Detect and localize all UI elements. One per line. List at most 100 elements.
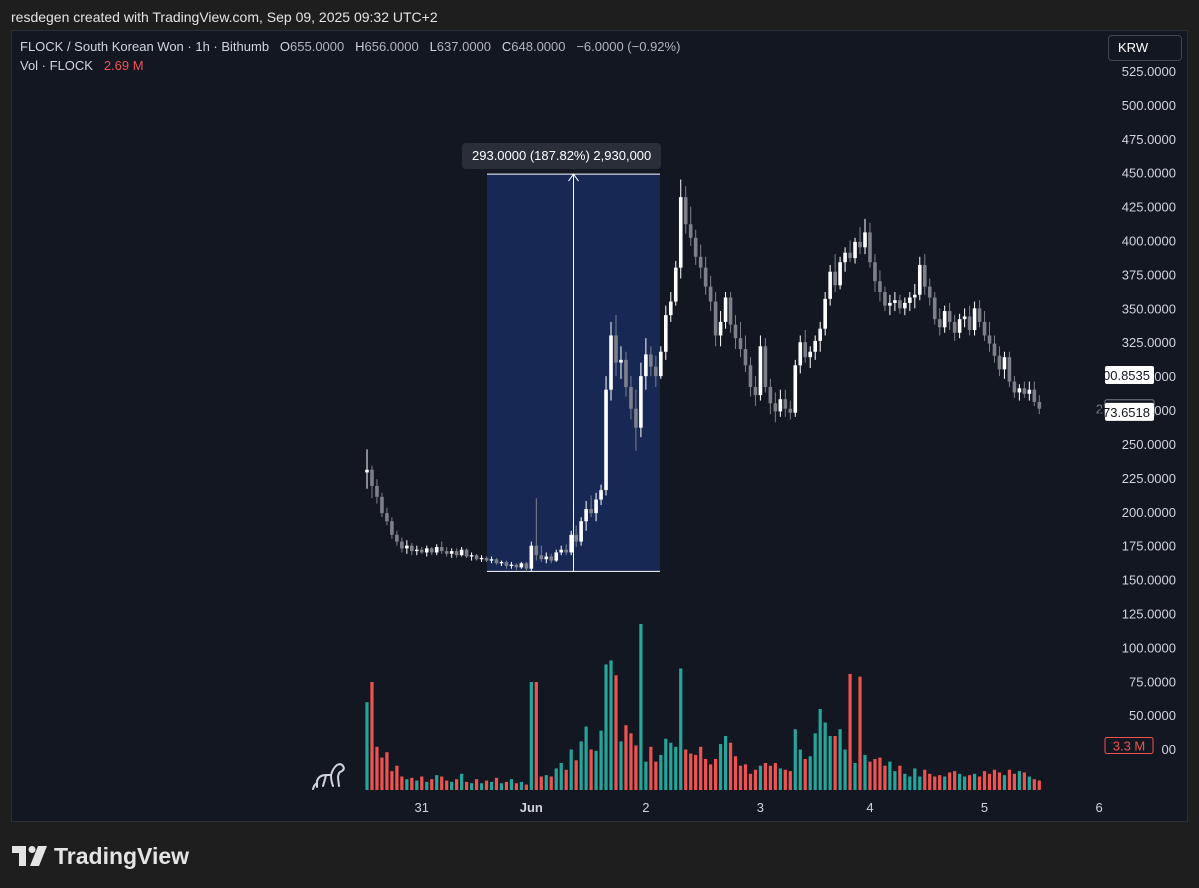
volume-bar (898, 765, 902, 790)
volume-bar (853, 763, 857, 790)
candle-body (504, 561, 509, 567)
candle-body (678, 197, 683, 268)
candle-body (778, 399, 783, 412)
volume-bar (704, 758, 708, 790)
time-axis[interactable]: 31 Jun 2 3 4 5 6 (415, 800, 1103, 815)
candle-body (380, 496, 384, 514)
candle-body (942, 311, 947, 328)
candle-body (733, 324, 738, 339)
candle-body (833, 271, 837, 286)
volume-bar (445, 780, 449, 790)
candle-body (444, 551, 449, 554)
candle-body (967, 316, 972, 331)
candle-body (728, 297, 733, 325)
y-tick-label: 75.0000 (1129, 674, 1176, 689)
y-tick-label: 50.0000 (1129, 708, 1176, 723)
y-tick-label: 225.0000 (1122, 471, 1176, 486)
candle-body (1017, 388, 1022, 393)
candle-body (1007, 357, 1012, 382)
candle-body (534, 545, 539, 556)
volume-bar (584, 726, 588, 790)
currency-button[interactable]: KRW (1108, 35, 1182, 61)
candle-body (908, 297, 912, 303)
dino-icon[interactable] (312, 763, 345, 790)
volume-bar (609, 660, 613, 790)
candle-body (375, 485, 379, 497)
volume-bar (1007, 769, 1012, 790)
candle-body (848, 252, 852, 259)
volume-bar (604, 664, 608, 790)
candle-body (664, 315, 668, 352)
candle-body (474, 555, 479, 560)
volume-bar (878, 757, 882, 790)
y-tick-label: 450.0000 (1122, 166, 1176, 181)
chart-caption: resdegen created with TradingView.com, S… (11, 9, 438, 25)
volume-bar (1032, 779, 1036, 790)
candle-body (873, 262, 877, 282)
candle-body (798, 342, 803, 366)
candle-body (659, 351, 663, 377)
candle-body (624, 359, 628, 387)
candle-body (698, 256, 703, 268)
candle-body (439, 547, 444, 552)
candle-body (400, 541, 404, 549)
candle-body (688, 224, 693, 238)
volume-bar (888, 761, 892, 790)
candle-body (499, 561, 504, 564)
volume-bar (504, 781, 509, 790)
volume-bar (484, 780, 489, 790)
volume-bar (370, 682, 374, 790)
volume-bar (574, 760, 578, 790)
candle-body (957, 319, 962, 333)
volume-bar (539, 776, 543, 790)
volume-bar (838, 729, 842, 790)
candle-body (932, 297, 937, 320)
candle-body (853, 241, 857, 259)
volume-bar (699, 746, 703, 790)
tradingview-logo[interactable]: TradingView (12, 843, 189, 869)
candle-body (415, 549, 419, 552)
candle-body (808, 351, 813, 358)
candle-body (494, 559, 499, 564)
volume-bar (818, 709, 822, 790)
candle-body (868, 232, 872, 263)
volume-bar (474, 779, 479, 790)
x-tick-label: 5 (981, 800, 988, 815)
candle-body (609, 335, 613, 390)
candle-body (673, 267, 678, 302)
legend-open: 655.0000 (290, 39, 345, 54)
candle-body (544, 556, 549, 560)
volume-bar (460, 773, 464, 790)
measure-tool[interactable] (487, 173, 660, 572)
candle-body (773, 403, 778, 412)
candle-body (559, 549, 564, 553)
candle-body (469, 555, 474, 557)
legend-volume: Vol · FLOCK 2.69 M (20, 58, 144, 73)
volume-bar (619, 741, 623, 790)
candle-body (1027, 389, 1032, 394)
legend-high-label: H (355, 39, 365, 54)
candle-body (803, 342, 808, 358)
candle-body (788, 408, 793, 413)
volume-bar (564, 769, 568, 790)
candle-body (723, 297, 728, 322)
volume-bar (958, 773, 962, 790)
legend-close-label: C (501, 39, 512, 54)
volume-bar (1017, 771, 1021, 790)
x-tick-label: Jun (520, 800, 543, 815)
volume-bar (738, 765, 743, 790)
candle-body (395, 534, 399, 542)
volume-bar (684, 749, 688, 790)
candle-body (838, 262, 842, 286)
volume-bar (768, 765, 772, 790)
y-tick-label: 375.0000 (1122, 267, 1176, 282)
candle-body (429, 548, 434, 553)
candle-body (927, 286, 932, 298)
price-label-text: 300.8535 (1096, 368, 1150, 383)
x-tick-label: 6 (1095, 800, 1102, 815)
candle-body (738, 338, 743, 350)
volume-bar (778, 768, 782, 790)
price-axis[interactable]: 525.0000 500.0000 475.0000 450.0000 425.0000… (1122, 64, 1176, 757)
candle-body (947, 311, 952, 322)
